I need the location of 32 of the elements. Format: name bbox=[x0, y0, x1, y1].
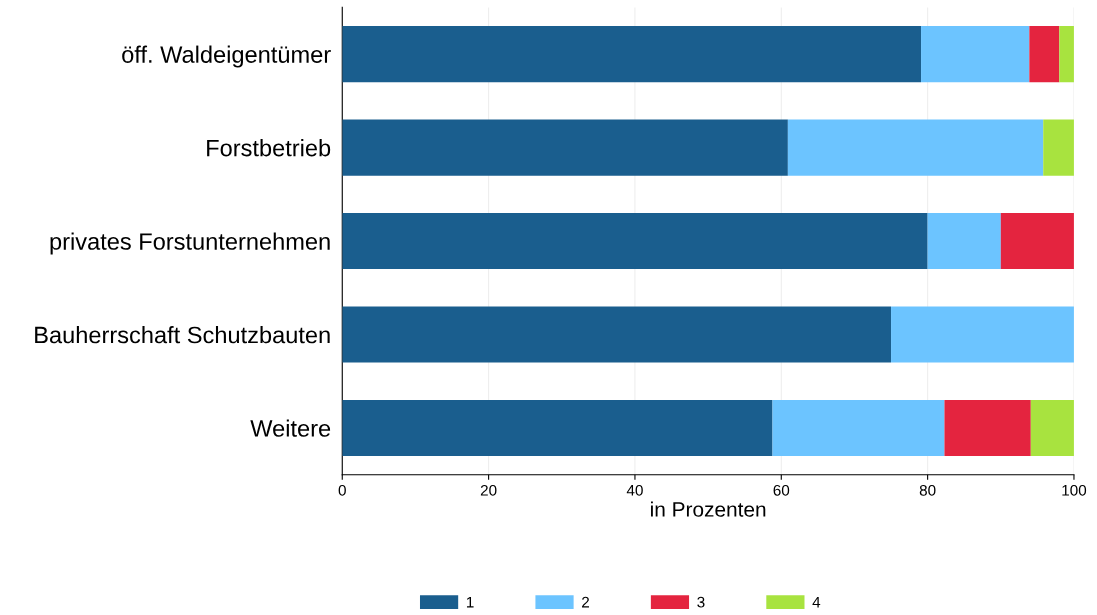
x-tick-label: 100 bbox=[1062, 484, 1087, 496]
x-tick-label: 40 bbox=[626, 484, 643, 496]
legend-label: 3 bbox=[697, 596, 705, 608]
legend-label: 1 bbox=[466, 596, 474, 608]
x-tick-label: 80 bbox=[919, 484, 936, 496]
y-tick-label: öff. Waldeigentümer bbox=[122, 45, 331, 68]
bar bbox=[1030, 400, 1074, 457]
bar bbox=[921, 26, 1030, 83]
x-tick-label: 60 bbox=[773, 484, 790, 496]
legend-label: 4 bbox=[812, 596, 821, 608]
bar bbox=[1000, 213, 1074, 270]
y-tick-label: Weitere bbox=[250, 419, 331, 437]
bar bbox=[787, 119, 1044, 176]
x-tick-label: 0 bbox=[338, 484, 346, 496]
x-axis-title: in Prozenten bbox=[651, 501, 766, 517]
bar bbox=[1043, 119, 1074, 176]
bar bbox=[772, 400, 945, 457]
bar bbox=[342, 26, 922, 83]
bar bbox=[342, 213, 928, 270]
bar bbox=[1029, 26, 1060, 83]
y-tick-label: privates Forstunternehmen bbox=[50, 232, 330, 255]
bar bbox=[342, 306, 892, 363]
bar bbox=[342, 119, 788, 176]
y-tick-label: Bauherrschaft Schutzbauten bbox=[35, 326, 330, 344]
x-tick-label: 20 bbox=[480, 484, 497, 496]
bar bbox=[891, 306, 1074, 363]
bar bbox=[1059, 26, 1074, 83]
y-tick-label: Forstbetrieb bbox=[207, 139, 331, 157]
legend-label: 2 bbox=[582, 596, 589, 608]
bar bbox=[927, 213, 1001, 270]
bar bbox=[342, 400, 773, 457]
bar bbox=[944, 400, 1031, 457]
